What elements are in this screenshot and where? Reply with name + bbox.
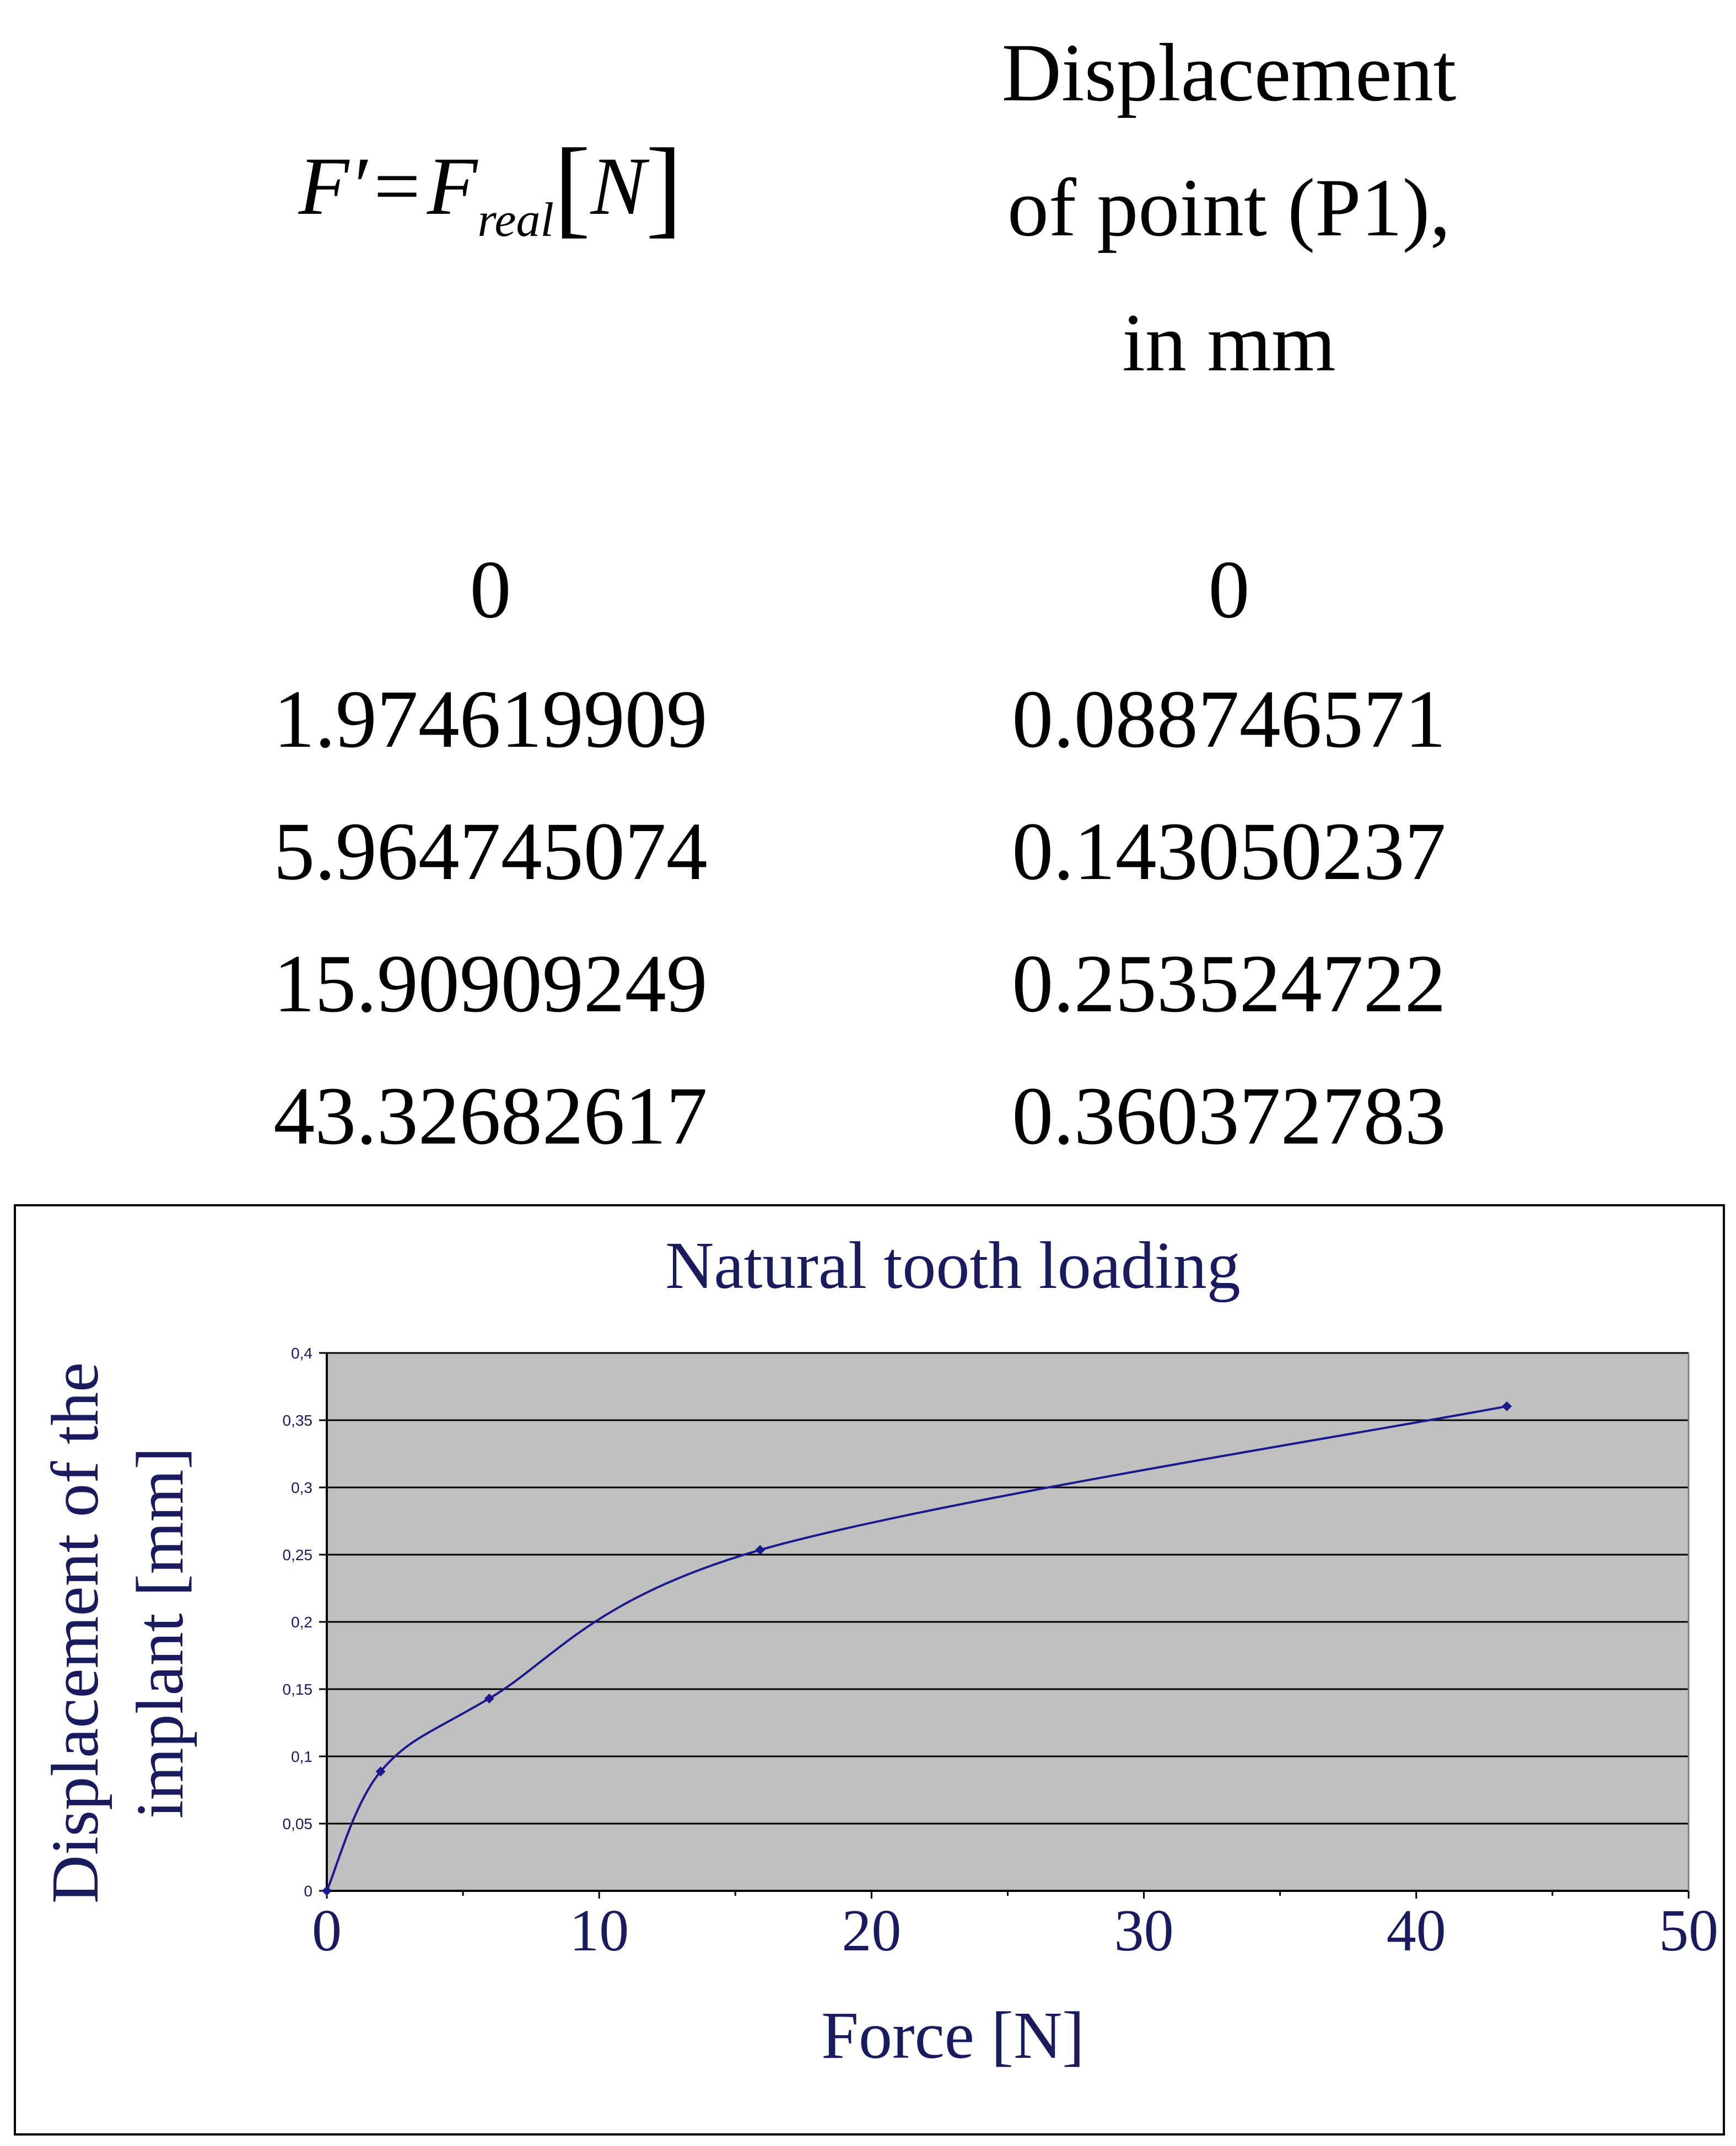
displacement-header-line: Displacement [1001,27,1457,118]
force-subscript: real [477,193,554,247]
force-symbol: F′ [298,141,368,232]
y-tick-label: 0,15 [283,1681,313,1698]
data-point [1502,1401,1512,1411]
data-point [484,1693,494,1703]
chart-title: Natural tooth loading [665,1228,1241,1303]
left-bracket: [ [553,126,591,248]
y-tick-label: 0,25 [283,1546,313,1563]
y-tick-label: 0,3 [291,1479,312,1496]
displacement-cell: 0.253524722 [1012,938,1446,1029]
y-axis-label-line: implant [mm] [123,1447,197,1819]
displacement-header-line: in mm [1122,297,1336,389]
x-tick-label: 30 [1114,1898,1174,1964]
displacement-cell: 0.360372783 [1012,1070,1446,1162]
data-point [755,1545,765,1555]
force-header: F′=Freal[N] [198,132,783,245]
y-tick-label: 0,4 [291,1345,312,1362]
displacement-header: Displacement of point (P1), in mm [909,6,1549,411]
force-cell: 1.974619909 [273,673,708,765]
y-tick-label: 0,1 [291,1748,312,1765]
x-axis-label: Force [N] [821,1998,1085,2073]
x-tick-label: 0 [312,1898,342,1964]
y-tick-label: 0 [304,1883,312,1900]
series-layer [322,1401,1512,1896]
chart-container: 0 0,05 0,1 0,15 0,2 0,25 0,3 0,35 0,4 0 10 20 30 40 50… [14,1204,1725,2136]
force-cell: 5.964745074 [273,806,708,897]
displacement-header-line: of point (P1), [1007,162,1451,254]
data-point [375,1766,386,1777]
data-table: F′=Freal[N] 0 1.974619909 5.964745074 15… [198,6,1549,1162]
force-main: F [427,141,478,232]
y-tick-label: 0,05 [283,1815,313,1832]
force-cell: 15.90909249 [273,938,708,1029]
equals-sign: = [374,141,420,232]
displacement-cell: 0.088746571 [1012,673,1446,765]
x-tick-label: 20 [842,1898,901,1964]
x-tick-label: 40 [1387,1898,1446,1964]
y-axis-label-line: Displacement of the [38,1362,112,1904]
data-point [322,1886,332,1896]
x-tick-label: 50 [1659,1898,1718,1964]
axes [326,1353,1690,1899]
tick-labels: 0 0,05 0,1 0,15 0,2 0,25 0,3 0,35 0,4 0 10 20 30 40 50 [283,1345,1719,1964]
force-cell: 0 [470,544,511,635]
displacement-cell: 0 [1208,544,1250,635]
x-tick-label: 10 [569,1898,629,1964]
force-cell: 43.32682617 [273,1070,708,1162]
force-unit: N [590,141,646,232]
displacement-cell: 0.143050237 [1012,806,1446,897]
y-tick-label: 0,2 [291,1614,312,1631]
right-bracket: ] [645,126,683,248]
line-chart: 0 0,05 0,1 0,15 0,2 0,25 0,3 0,35 0,4 0 10 20 30 40 50… [38,1228,1719,2073]
y-tick-label: 0,35 [283,1412,313,1429]
